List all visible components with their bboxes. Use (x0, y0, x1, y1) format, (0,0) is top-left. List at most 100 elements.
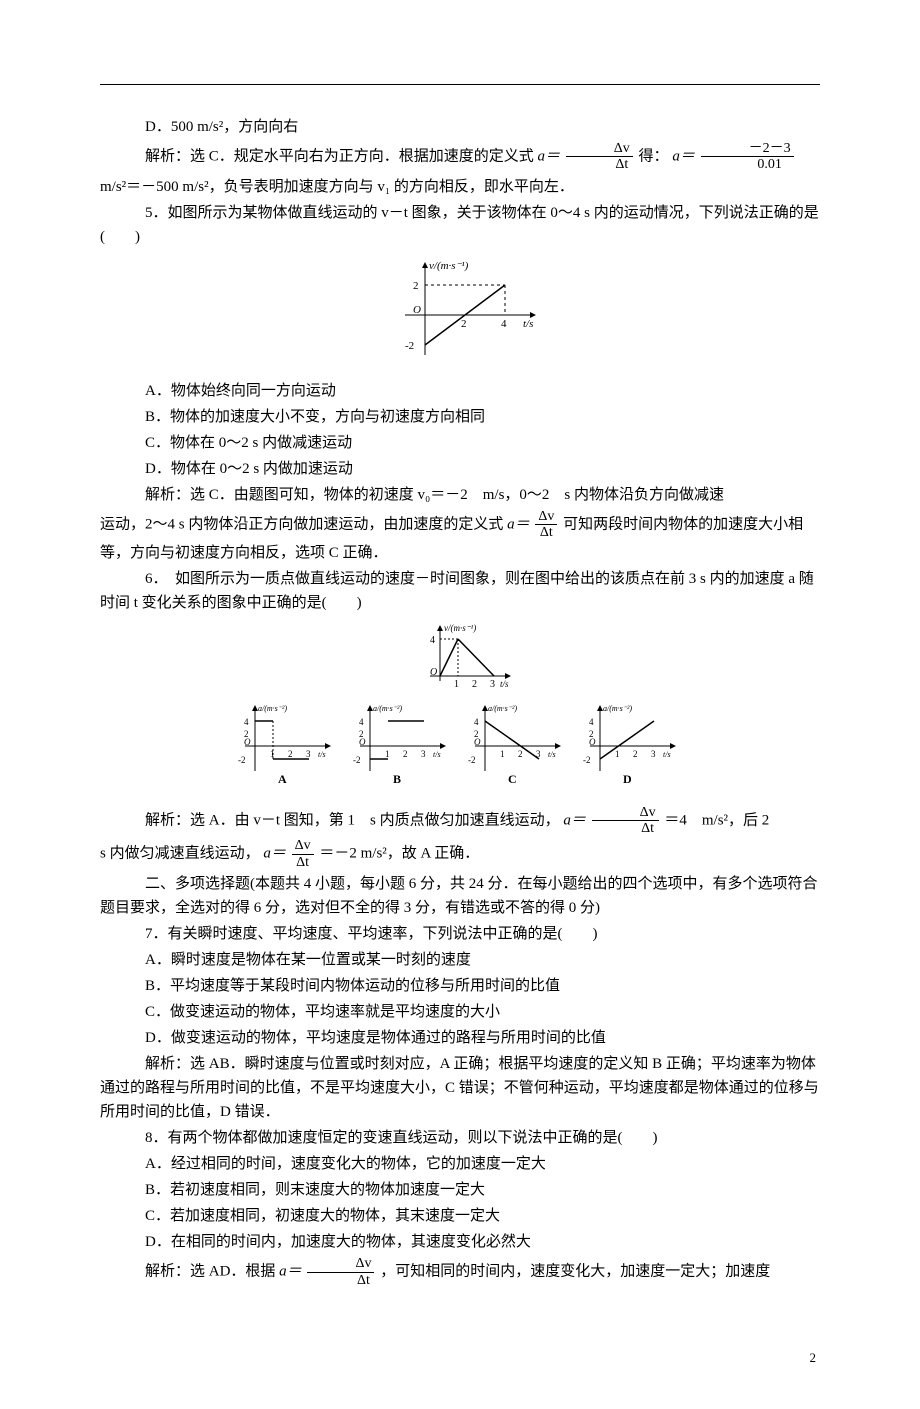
q6-frac2-num: Δv (292, 838, 314, 854)
q6-analysis-l2: s 内做匀减速直线运动， a＝ Δv Δt ＝－2 m/s²，故 A 正确． (100, 838, 820, 870)
q5-analysis-l1: 解析：选 C．由题图可知，物体的初速度 v₀＝－2 m/s，0～2 s 内物体沿… (100, 483, 820, 507)
svg-text:2: 2 (288, 749, 293, 759)
q5-analysis-text-a: 运动，2～4 s 内物体沿正方向做加速运动，由加速度的定义式 (100, 516, 507, 532)
svg-text:O: O (589, 737, 596, 747)
q6-analysis-text-b: ＝4 m/s²，后 2 (664, 812, 769, 828)
q8-analysis: 解析：选 AD．根据 a＝ Δv Δt ，可知相同的时间内，速度变化大，加速度一… (100, 1256, 820, 1288)
svg-text:O: O (244, 737, 251, 747)
q5-ytick-2: 2 (413, 280, 419, 292)
q5-opt-c: C．物体在 0～2 s 内做减速运动 (100, 431, 820, 455)
q5-opt-b: B．物体的加速度大小不变，方向与初速度方向相同 (100, 405, 820, 429)
q5-xtick-2: 2 (461, 318, 467, 330)
q5-stem: 5．如图所示为某物体做直线运动的 v－t 图象，关于该物体在 0～4 s 内的运… (100, 201, 820, 249)
q6-b-ylabel: a/(m·s⁻²) (373, 704, 402, 713)
svg-text:1: 1 (454, 679, 459, 690)
q6-frac2-den: Δt (292, 855, 314, 870)
svg-text:-2: -2 (583, 755, 591, 765)
q5-opt-d: D．物体在 0～2 s 内做加速运动 (100, 457, 820, 481)
q5-analysis-l2: 运动，2～4 s 内物体沿正方向做加速运动，由加速度的定义式 a＝ Δv Δt … (100, 509, 820, 565)
q6-top-xlabel: t/s (500, 679, 509, 689)
q6-frac1-den: Δt (592, 821, 659, 836)
q8-opt-d: D．在相同的时间内，加速度大的物体，其速度变化必然大 (100, 1230, 820, 1254)
svg-text:-2: -2 (468, 755, 476, 765)
svg-text:4: 4 (244, 717, 249, 727)
svg-text:4: 4 (474, 717, 479, 727)
q6-label-c: C (508, 772, 517, 786)
q8-opt-c: C．若加速度相同，初速度大的物体，其末速度一定大 (100, 1204, 820, 1228)
q7-stem: 7．有关瞬时速度、平均速度、平均速率，下列说法中正确的是( ) (100, 922, 820, 946)
q6-a-ylabel: a/(m·s⁻²) (258, 704, 287, 713)
svg-text:1: 1 (500, 749, 505, 759)
q4-analysis-line1: 解析：选 C．规定水平向右为正方向．根据加速度的定义式 a＝ Δv Δt 得： … (100, 141, 820, 173)
q5-opt-a: A．物体始终向同一方向运动 (100, 379, 820, 403)
q6-analysis-l1: 解析：选 A．由 v－t 图知，第 1 s 内质点做匀加速直线运动， a＝ Δv… (100, 805, 820, 837)
q6-frac2: Δv Δt (290, 838, 316, 870)
q5-figure: v/(m·s⁻¹) 2 -2 O 2 4 t/s (100, 255, 820, 373)
q7-opt-d: D．做变速运动的物体，平均速度是物体通过的路程与所用时间的比值 (100, 1026, 820, 1050)
q5-frac-num: Δv (535, 509, 557, 525)
svg-text:1: 1 (615, 749, 620, 759)
q4-frac2-num: －2－3 (701, 141, 794, 157)
svg-text:2: 2 (633, 749, 638, 759)
svg-text:1: 1 (270, 749, 275, 759)
q8-analysis-text-b: ，可知相同的时间内，速度变化大，加速度一定大；加速度 (380, 1263, 770, 1279)
q8-frac-num: Δv (307, 1256, 374, 1272)
svg-text:1: 1 (385, 749, 390, 759)
q6-top-ylabel: v/(m·s⁻¹) (444, 623, 476, 633)
q6-frac1-num: Δv (592, 805, 659, 821)
q8-stem: 8．有两个物体都做加速度恒定的变速直线运动，则以下说法中正确的是( ) (100, 1126, 820, 1150)
q4-analysis-text-a: 解析：选 C．规定水平向右为正方向．根据加速度的定义式 (145, 148, 538, 164)
svg-text:-2: -2 (238, 755, 246, 765)
q8-a-eq: a＝ (279, 1263, 302, 1279)
q4-frac1: Δv Δt (564, 141, 635, 173)
svg-text:4: 4 (589, 717, 594, 727)
q7-opt-b: B．平均速度等于某段时间内物体运动的位移与所用时间的比值 (100, 974, 820, 998)
q6-label-a: A (278, 772, 287, 786)
q4-frac2: －2－3 0.01 (699, 141, 796, 173)
q8-analysis-text-a: 解析：选 AD．根据 (145, 1263, 279, 1279)
q4-a-eq: a＝ (538, 148, 561, 164)
page-number: 2 (100, 1348, 820, 1369)
q6-a-eq2: a＝ (263, 846, 286, 862)
q5-xlabel: t/s (523, 318, 533, 330)
q5-ylabel: v/(m·s⁻¹) (429, 260, 469, 272)
q6-d-ylabel: a/(m·s⁻²) (603, 704, 632, 713)
q7-opt-c: C．做变速运动的物体，平均速率就是平均速度的大小 (100, 1000, 820, 1024)
header-rule (100, 84, 820, 85)
q5-a-eq: a＝ (507, 516, 530, 532)
svg-text:2: 2 (518, 749, 523, 759)
svg-text:O: O (359, 737, 366, 747)
q6-a-eq: a＝ (563, 812, 586, 828)
q6-c-ylabel: a/(m·s⁻²) (488, 704, 517, 713)
q6-label-b: B (393, 772, 401, 786)
q4-analysis-text-b: 得： (639, 148, 669, 164)
q5-xtick-4: 4 (501, 318, 507, 330)
q4-analysis-line2: m/s²＝－500 m/s²，负号表明加速度方向与 v₁ 的方向相反，即水平向左… (100, 175, 820, 199)
q5-frac: Δv Δt (533, 509, 559, 541)
q5-origin: O (413, 304, 421, 316)
q6-analysis-text-a: 解析：选 A．由 v－t 图知，第 1 s 内质点做匀加速直线运动， (145, 812, 560, 828)
q6-frac1: Δv Δt (590, 805, 661, 837)
q6-figure: 4 v/(m·s⁻¹) O 1 2 3 t/s 4 2 (100, 621, 820, 799)
q4-a-eq2: a＝ (672, 148, 695, 164)
svg-text:3: 3 (306, 749, 311, 759)
svg-text:2: 2 (472, 679, 477, 690)
q4-frac1-num: Δv (566, 141, 633, 157)
q7-opt-a: A．瞬时速度是物体在某一位置或某一时刻的速度 (100, 948, 820, 972)
q8-frac-den: Δt (307, 1273, 374, 1288)
q6-label-d: D (623, 772, 632, 786)
q6-b-xlabel: t/s (433, 750, 441, 759)
svg-text:3: 3 (421, 749, 426, 759)
section2-header: 二、多项选择题(本题共 4 小题，每小题 6 分，共 24 分．在每小题给出的四… (100, 872, 820, 920)
q4-frac2-den: 0.01 (701, 157, 794, 172)
svg-text:2: 2 (403, 749, 408, 759)
q8-opt-a: A．经过相同的时间，速度变化大的物体，它的加速度一定大 (100, 1152, 820, 1176)
svg-text:3: 3 (490, 679, 495, 690)
svg-text:O: O (430, 667, 437, 678)
q4-frac1-den: Δt (566, 157, 633, 172)
q6-graphs: 4 v/(m·s⁻¹) O 1 2 3 t/s 4 2 (220, 621, 700, 791)
q6-analysis-text-2a: s 内做匀减速直线运动， (100, 846, 260, 862)
svg-text:3: 3 (651, 749, 656, 759)
svg-text:3: 3 (536, 749, 541, 759)
document-page: D．500 m/s²，方向向右 解析：选 C．规定水平向右为正方向．根据加速度的… (0, 0, 920, 1409)
